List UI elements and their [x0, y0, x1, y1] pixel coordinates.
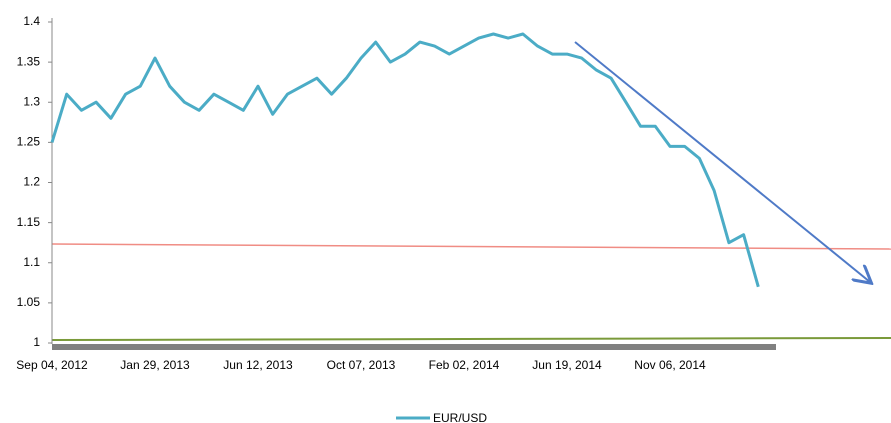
y-tick-label: 1.15: [17, 215, 41, 229]
y-tick-label: 1.05: [17, 295, 41, 309]
x-tick-label: Nov 06, 2014: [634, 358, 706, 372]
legend-label: EUR/USD: [433, 411, 487, 423]
green-level-line: [51, 337, 891, 341]
y-tick-label: 1.35: [17, 54, 41, 68]
data-line: [50, 32, 760, 288]
y-tick-label: 1.2: [23, 175, 40, 189]
x-tick-label: Oct 07, 2013: [327, 358, 396, 372]
y-tick-label: 1: [33, 335, 40, 349]
y-tick-label: 1.1: [23, 255, 40, 269]
y-tick-label: 1.4: [23, 14, 40, 28]
x-tick-label: Jan 29, 2013: [120, 358, 190, 372]
x-tick-label: Sep 04, 2012: [16, 358, 88, 372]
red-level-line: [51, 243, 891, 250]
y-tick-label: 1.3: [23, 94, 40, 108]
x-tick-label: Feb 02, 2014: [429, 358, 500, 372]
x-tick-label: Jun 19, 2014: [532, 358, 602, 372]
x-tick-label: Jun 12, 2013: [223, 358, 293, 372]
y-tick-label: 1.25: [17, 135, 41, 149]
gray-bar: [52, 344, 776, 350]
trend-arrow: [574, 41, 870, 282]
